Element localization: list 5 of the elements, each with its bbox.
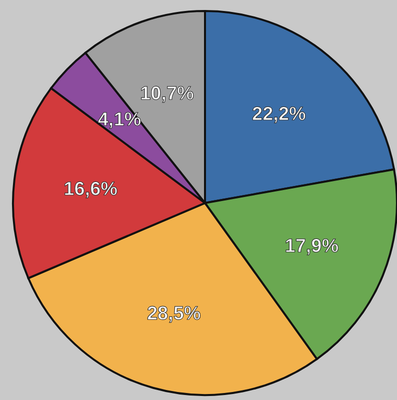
data-label: 17,9% <box>284 236 339 257</box>
data-label: 28,5% <box>146 303 201 324</box>
data-label: 10,7% <box>140 84 194 105</box>
data-label: 16,6% <box>64 178 118 200</box>
data-label: 22,2% <box>252 104 306 126</box>
